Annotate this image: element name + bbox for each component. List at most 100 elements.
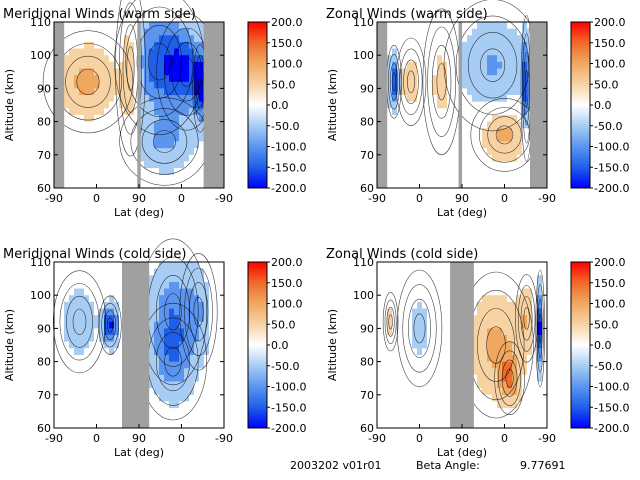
field-cell [477, 361, 483, 369]
field-cell [79, 161, 85, 169]
field-cell [432, 301, 438, 310]
field-cell [387, 301, 393, 310]
field-cell [477, 28, 483, 36]
field-cell [84, 68, 90, 76]
field-cell [69, 68, 75, 76]
field-cell [219, 401, 225, 409]
field-cell [134, 68, 140, 76]
field-cell [129, 161, 135, 169]
field-cell [502, 41, 508, 50]
field-cell [69, 321, 75, 329]
field-cell [109, 262, 115, 270]
field-cell [387, 328, 393, 336]
field-cell [507, 75, 513, 83]
field-cell [427, 275, 433, 283]
field-cell [184, 421, 190, 429]
field-cell [502, 341, 508, 349]
field-cell [159, 421, 165, 429]
field-cell [432, 154, 438, 163]
field-cell [104, 414, 110, 422]
field-cell [537, 268, 543, 276]
field-cell [64, 174, 70, 182]
field-cell [432, 161, 438, 169]
field-cell [194, 121, 200, 129]
field-cell [164, 354, 170, 363]
field-cell [189, 95, 195, 103]
field-cell [497, 174, 503, 182]
field-cell [417, 114, 423, 123]
field-cell [477, 315, 483, 323]
field-cell [437, 381, 443, 389]
field-cell [179, 301, 185, 310]
field-cell [129, 95, 135, 103]
field-cell [54, 414, 60, 422]
field-cell [119, 61, 125, 70]
field-cell [462, 168, 468, 176]
field-cell [174, 154, 180, 163]
field-cell [432, 55, 438, 63]
field-cell [507, 55, 513, 63]
field-cell [417, 408, 423, 416]
field-cell [84, 321, 90, 329]
field-cell [79, 141, 85, 149]
field-cell [84, 95, 90, 103]
field-cell [437, 401, 443, 409]
field-cell [139, 108, 145, 116]
field-cell [472, 368, 478, 376]
field-cell [507, 394, 513, 403]
field-cell [99, 394, 105, 403]
field-cell [194, 154, 200, 163]
field-cell [507, 301, 513, 310]
field-cell [104, 374, 110, 383]
field-cell [472, 268, 478, 276]
field-cell [507, 81, 513, 89]
field-cell [174, 281, 180, 290]
field-cell [99, 414, 105, 422]
field-cell [54, 341, 60, 349]
field-cell [477, 354, 483, 363]
field-cell [467, 168, 473, 176]
field-cell [174, 174, 180, 182]
field-cell [422, 308, 428, 316]
field-cell [149, 28, 155, 36]
field-cell [119, 295, 125, 303]
field-cell [407, 341, 413, 349]
field-cell [104, 394, 110, 403]
field-cell [104, 275, 110, 283]
field-cell [129, 41, 135, 50]
field-cell [189, 295, 195, 303]
field-cell [184, 88, 190, 96]
field-cell [517, 315, 523, 323]
field-cell [447, 308, 453, 316]
field-cell [199, 348, 205, 356]
field-cell [154, 295, 160, 303]
field-cell [194, 335, 200, 343]
field-cell [124, 95, 130, 103]
field-cell [532, 361, 538, 369]
field-cell [199, 394, 205, 403]
field-cell [69, 22, 75, 30]
field-cell [79, 168, 85, 176]
field-cell [477, 414, 483, 422]
field-cell [64, 161, 70, 169]
field-cell [517, 22, 523, 30]
field-cell [114, 148, 120, 156]
field-cell [129, 48, 135, 56]
field-cell [522, 61, 528, 70]
field-cell [377, 388, 383, 396]
field-cell [492, 161, 498, 169]
field-cell [74, 374, 80, 383]
field-cell [74, 68, 80, 76]
field-cell [184, 35, 190, 43]
field-cell [159, 134, 165, 143]
field-cell [387, 55, 393, 63]
field-cell [532, 335, 538, 343]
field-cell [139, 154, 145, 163]
field-cell [392, 181, 398, 189]
field-cell [527, 335, 533, 343]
field-cell [119, 275, 125, 283]
field-cell [59, 381, 65, 389]
field-cell [507, 121, 513, 129]
field-cell [69, 55, 75, 63]
colorbar-tick-label: -50.0 [271, 360, 299, 373]
